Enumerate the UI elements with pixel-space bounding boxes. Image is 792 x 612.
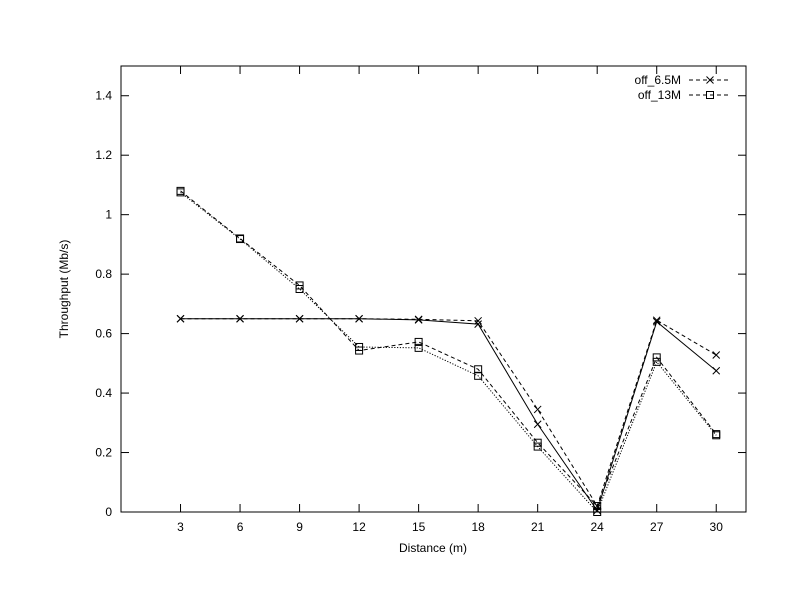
series-line	[180, 318, 717, 512]
y-axis: 0 0.2 0.4 0.6 0.8 1 1.2 1.4	[95, 89, 746, 519]
series-line	[180, 191, 717, 513]
data-point	[414, 343, 423, 352]
series-3	[176, 188, 721, 516]
x-tick-label: 15	[412, 520, 426, 534]
data-point	[236, 235, 245, 244]
series-0	[176, 314, 721, 510]
series-1	[176, 186, 721, 511]
x-tick-label: 3	[177, 520, 184, 534]
legend-marker	[706, 76, 714, 84]
data-point	[593, 508, 602, 516]
plot-frame	[120, 65, 747, 513]
series-2	[176, 314, 721, 515]
data-point	[652, 317, 661, 326]
legend-label: off_13M	[638, 88, 681, 102]
data-point	[176, 314, 185, 323]
data-point	[176, 188, 185, 197]
data-point	[295, 285, 304, 293]
x-tick-label: 21	[531, 520, 545, 534]
data-point	[414, 316, 423, 324]
y-tick-label: 0.4	[95, 386, 112, 400]
data-point	[652, 353, 661, 362]
data-point	[474, 320, 482, 328]
x-tick-label: 24	[591, 520, 605, 534]
data-point	[712, 366, 721, 375]
y-tick-label: 1.4	[95, 89, 112, 103]
data-point	[474, 316, 482, 325]
data-point	[652, 357, 661, 366]
data-point	[355, 342, 364, 351]
legend-marker	[706, 91, 714, 99]
x-axis: 3 6 9 12 15 18 21 24 27 30	[177, 66, 723, 534]
y-tick-label: 0.8	[95, 267, 112, 281]
y-tick-label: 1.2	[95, 148, 112, 162]
legend-label: off_6.5M	[635, 73, 681, 87]
data-point	[712, 431, 721, 440]
data-point	[652, 316, 661, 325]
x-tick-label: 27	[650, 520, 664, 534]
data-point	[712, 351, 721, 359]
series-line	[180, 190, 717, 507]
data-point	[414, 337, 423, 346]
x-tick-label: 30	[710, 520, 724, 534]
y-tick-label: 0.2	[95, 446, 112, 460]
series-line	[180, 318, 717, 508]
data-point	[533, 405, 542, 414]
y-tick-label: 0.6	[95, 327, 112, 341]
y-tick-label: 1	[105, 208, 112, 222]
x-tick-label: 12	[352, 520, 366, 534]
y-axis-label: Throughput (Mb/s)	[57, 240, 71, 339]
data-point	[295, 314, 304, 323]
data-point	[236, 314, 244, 323]
x-axis-label: Distance (m)	[399, 541, 467, 555]
data-point	[474, 371, 483, 380]
series-layer	[176, 186, 721, 516]
data-point	[533, 442, 542, 451]
data-point	[355, 314, 363, 323]
y-tick-label: 0	[105, 505, 112, 519]
x-tick-label: 6	[237, 520, 244, 534]
x-tick-label: 9	[296, 520, 303, 534]
x-tick-label: 18	[471, 520, 485, 534]
data-point	[533, 420, 542, 429]
